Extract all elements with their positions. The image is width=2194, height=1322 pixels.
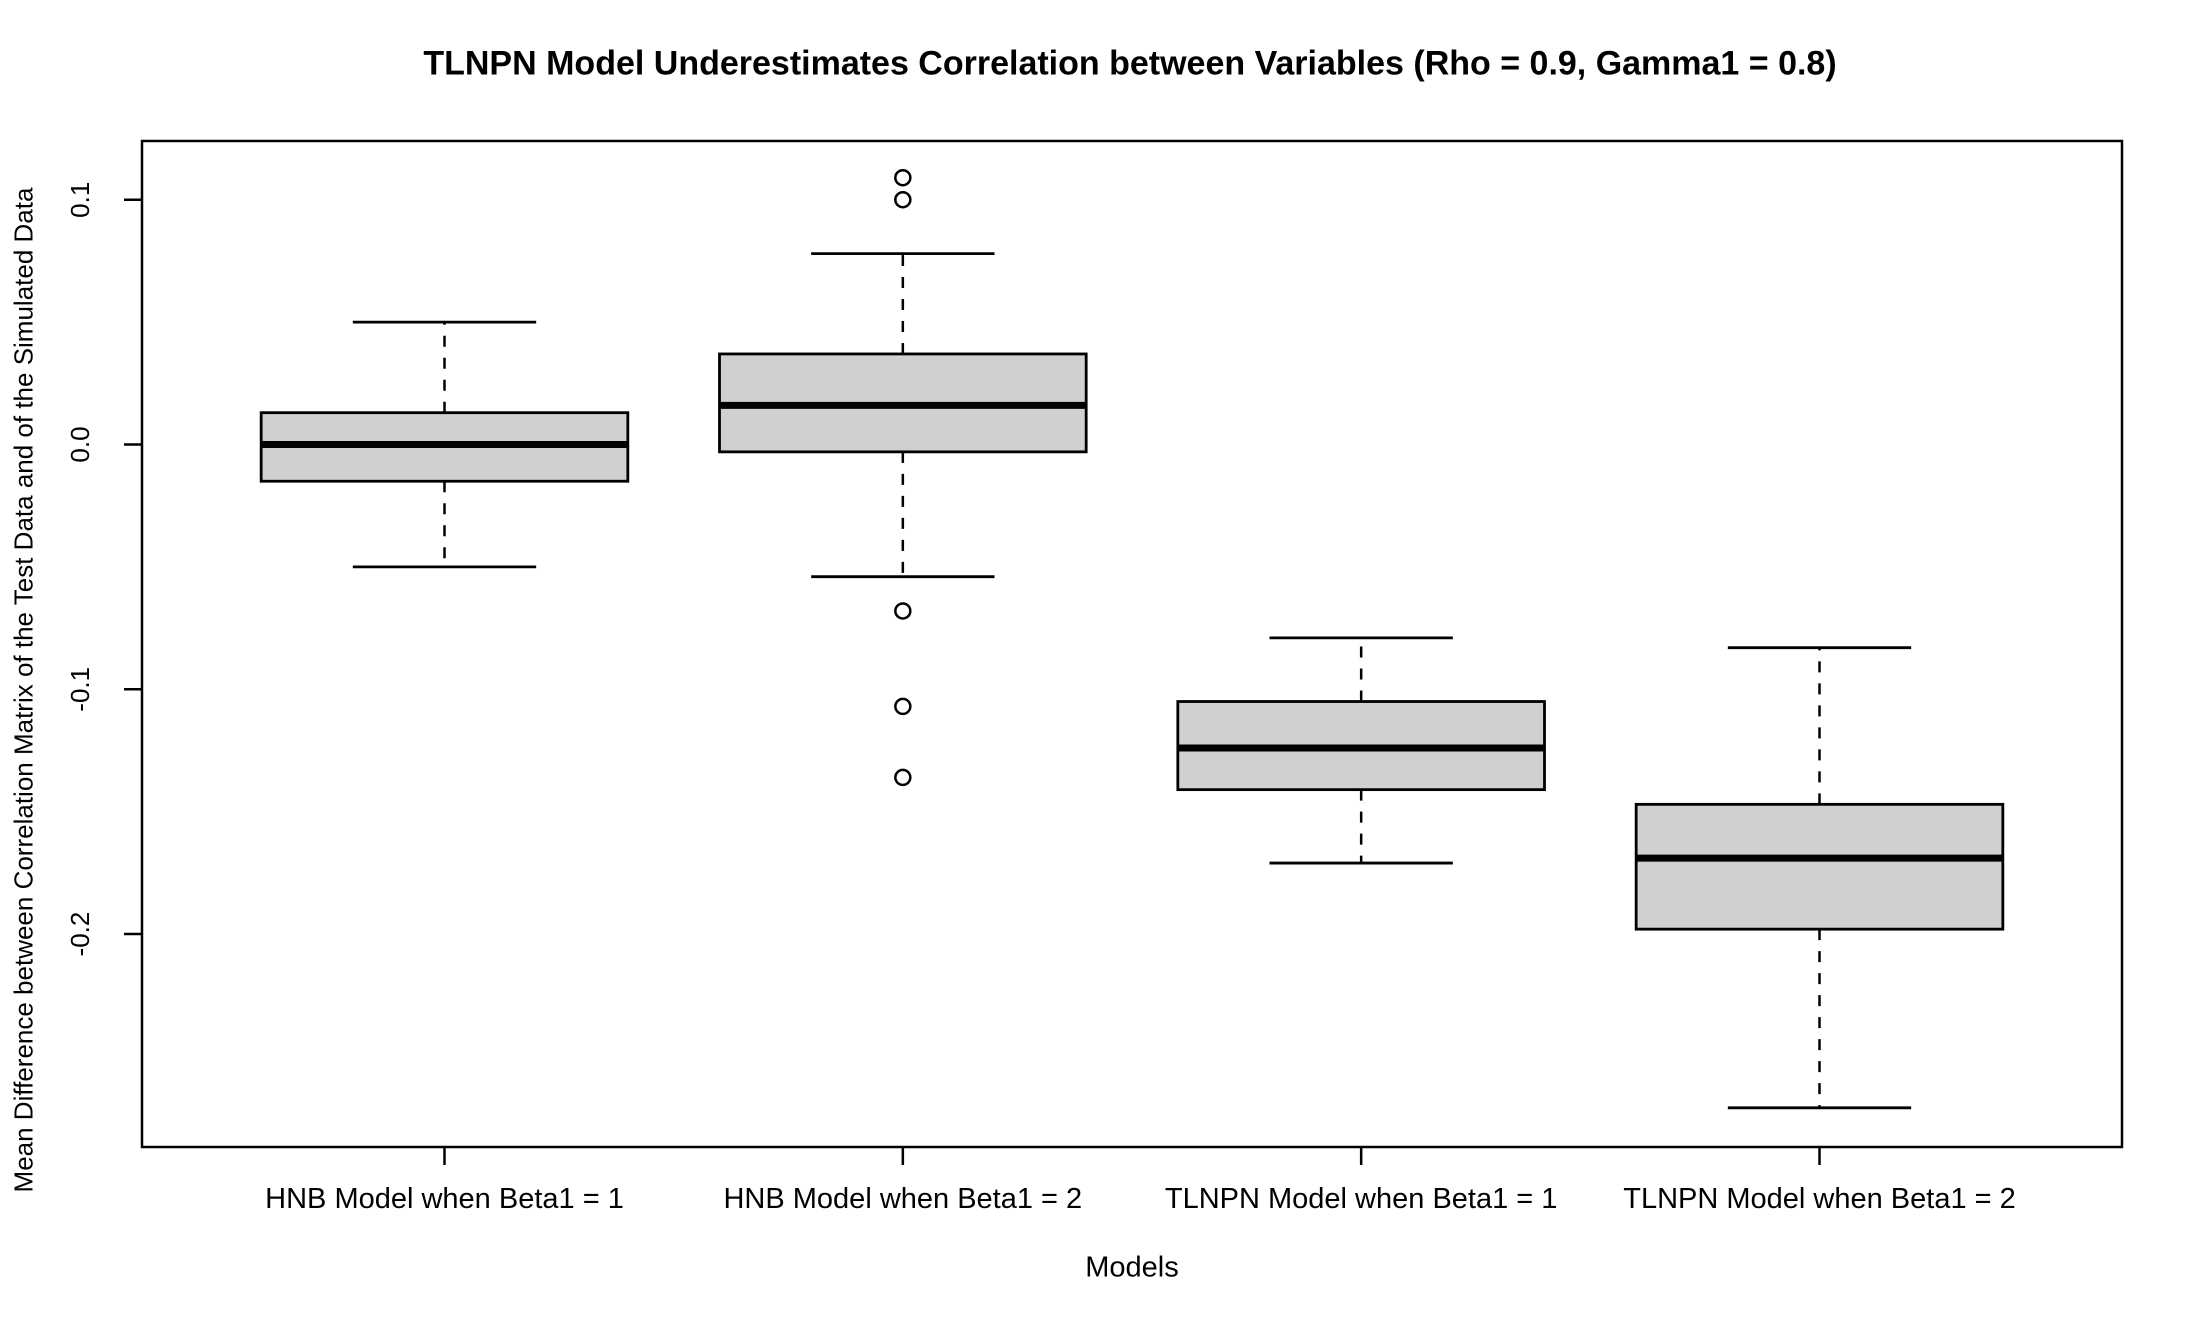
outlier-point [894, 168, 912, 187]
box-iqr [1634, 802, 2005, 931]
y-axis-title: Mean Difference between Correlation Matr… [8, 187, 39, 1193]
chart-title: TLNPN Model Underestimates Correlation b… [423, 44, 1837, 83]
outlier-point [894, 697, 912, 716]
plot-border [140, 139, 2124, 1149]
x-tick-label: TLNPN Model when Beta1 = 1 [1165, 1183, 1558, 1215]
outlier-point [894, 768, 912, 787]
outlier-point [894, 190, 912, 209]
y-tick-label: 0.1 [65, 182, 95, 218]
x-axis-title: Models [1085, 1251, 1179, 1284]
outlier-point [894, 602, 912, 620]
x-tick-label: HNB Model when Beta1 = 2 [723, 1183, 1082, 1215]
x-tick-label: HNB Model when Beta1 = 1 [265, 1183, 624, 1215]
y-tick-label: 0.0 [65, 426, 95, 462]
y-tick-label: -0.2 [65, 912, 95, 957]
x-tick-label: TLNPN Model when Beta1 = 2 [1623, 1183, 2016, 1215]
y-tick-label: -0.1 [65, 667, 95, 712]
